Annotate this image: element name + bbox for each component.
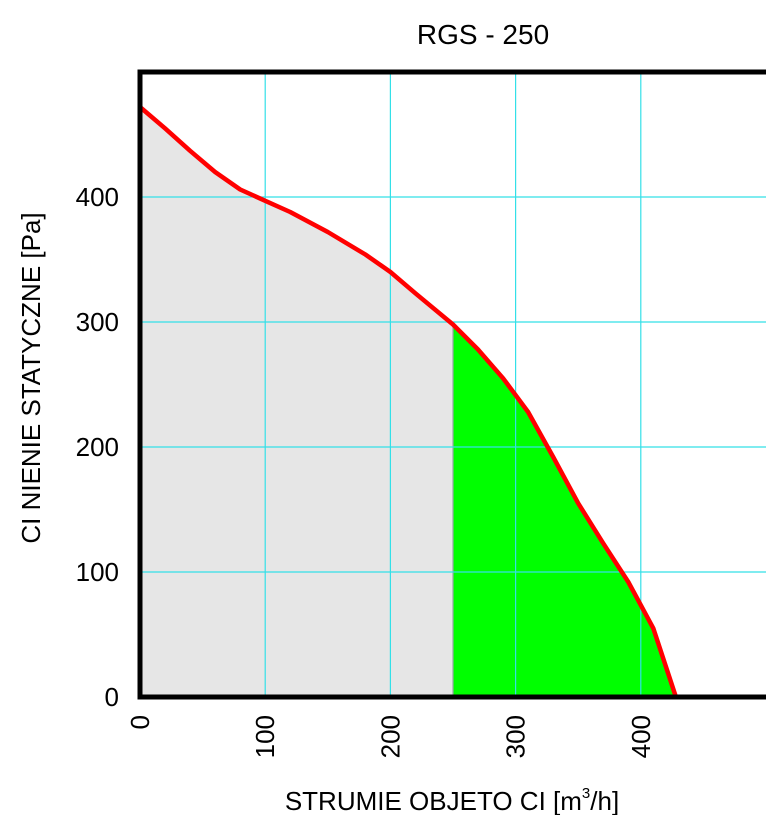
y-tick-label: 400 — [76, 182, 119, 212]
fill-region-low — [140, 107, 453, 697]
x-axis-label-prefix: STRUMIE OBJETO CI [m — [285, 786, 582, 815]
y-ticks: 0 100 200 300 400 — [76, 182, 119, 712]
y-axis-label: CI NIENIE STATYCZNE [Pa] — [16, 212, 46, 543]
plot-fills — [140, 107, 676, 697]
x-ticks: 0 100 200 300 400 — [125, 715, 656, 758]
y-tick-label: 100 — [76, 557, 119, 587]
x-axis-label-suffix: /h] — [590, 786, 619, 815]
series-curve — [137, 104, 679, 700]
chart-title: RGS - 250 — [417, 19, 549, 50]
y-tick-label: 300 — [76, 307, 119, 337]
y-tick-label: 200 — [76, 432, 119, 462]
fill-region-highlight — [453, 324, 676, 697]
x-axis-label: STRUMIE OBJETO CI [m3/h] — [285, 785, 619, 815]
x-tick-label: 400 — [626, 715, 656, 758]
plot-grid — [140, 72, 766, 697]
x-tick-label: 300 — [501, 715, 531, 758]
x-tick-label: 0 — [125, 715, 155, 729]
x-axis-label-superscript: 3 — [582, 785, 590, 802]
plot-axes — [137, 69, 766, 700]
x-tick-label: 200 — [375, 715, 405, 758]
x-tick-label: 100 — [250, 715, 280, 758]
plot-curve — [137, 104, 679, 700]
y-tick-label: 0 — [105, 682, 119, 712]
